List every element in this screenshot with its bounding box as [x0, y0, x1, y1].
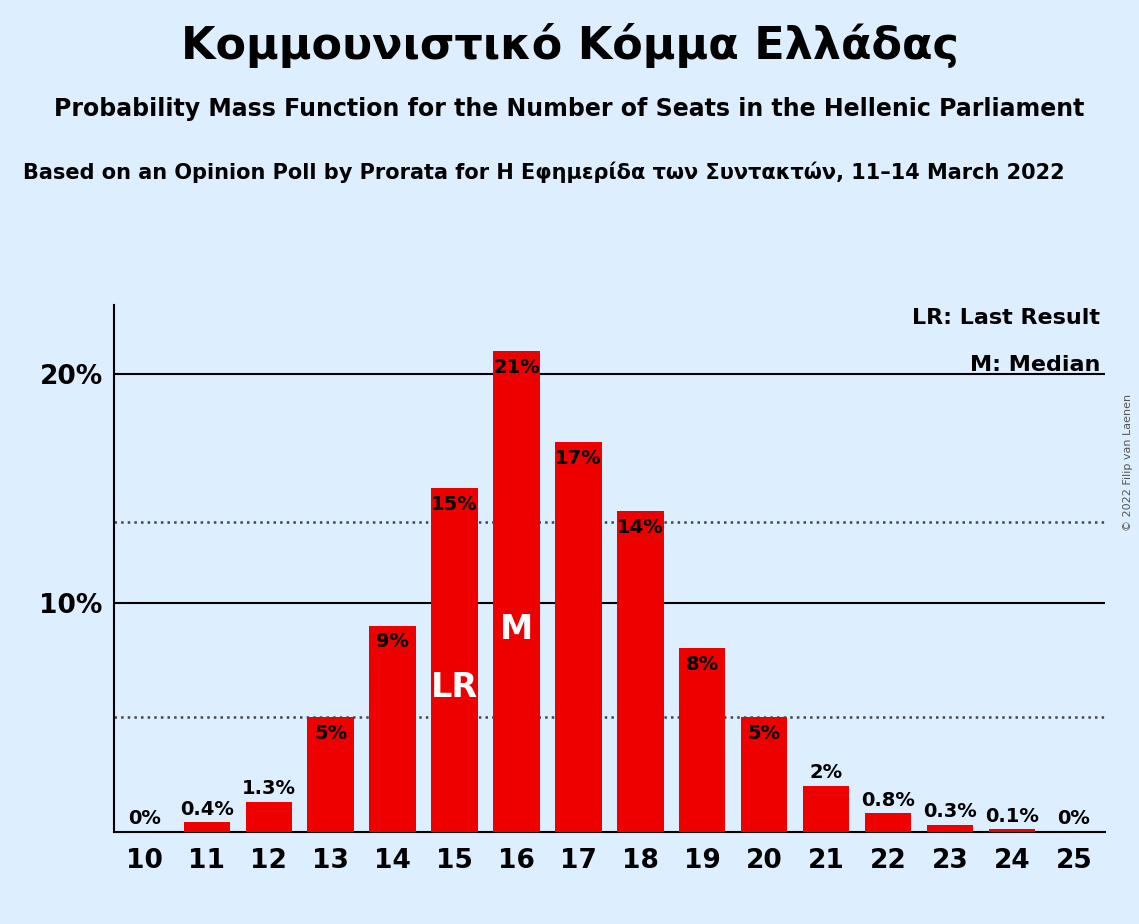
Text: M: Median: M: Median — [969, 355, 1100, 375]
Bar — [555, 443, 601, 832]
Text: 1.3%: 1.3% — [241, 780, 296, 798]
Text: Κομμουνιστικό Κόμμα Ελλάδας: Κομμουνιστικό Κόμμα Ελλάδας — [181, 23, 958, 68]
Bar — [617, 511, 664, 832]
Text: 8%: 8% — [686, 655, 719, 675]
Text: © 2022 Filip van Laenen: © 2022 Filip van Laenen — [1123, 394, 1133, 530]
Bar — [989, 830, 1035, 832]
Text: 0%: 0% — [1057, 809, 1090, 828]
Bar — [246, 802, 292, 832]
Bar — [865, 813, 911, 832]
Text: LR: LR — [431, 671, 478, 704]
Text: 5%: 5% — [747, 724, 780, 743]
Text: LR: Last Result: LR: Last Result — [912, 308, 1100, 327]
Bar — [803, 785, 850, 832]
Text: 2%: 2% — [810, 763, 843, 783]
Text: 0.3%: 0.3% — [923, 802, 977, 821]
Text: 0.8%: 0.8% — [861, 791, 915, 809]
Text: 5%: 5% — [314, 724, 347, 743]
Text: Based on an Opinion Poll by Prorata for Η Εφημερίδα των Συντακτών, 11–14 March 2: Based on an Opinion Poll by Prorata for … — [23, 162, 1065, 183]
Text: 14%: 14% — [617, 517, 664, 537]
Text: M: M — [500, 614, 533, 646]
Bar — [432, 488, 477, 832]
Bar — [493, 351, 540, 832]
Bar — [679, 649, 726, 832]
Text: 17%: 17% — [555, 449, 601, 468]
Bar — [308, 717, 354, 832]
Text: 9%: 9% — [376, 632, 409, 651]
Text: 0%: 0% — [129, 809, 162, 828]
Bar — [927, 825, 973, 832]
Text: 15%: 15% — [432, 495, 478, 514]
Text: 21%: 21% — [493, 358, 540, 377]
Text: 0.1%: 0.1% — [985, 807, 1039, 826]
Text: 0.4%: 0.4% — [180, 800, 233, 819]
Bar — [183, 822, 230, 832]
Text: Probability Mass Function for the Number of Seats in the Hellenic Parliament: Probability Mass Function for the Number… — [55, 97, 1084, 121]
Bar — [741, 717, 787, 832]
Bar — [369, 626, 416, 832]
